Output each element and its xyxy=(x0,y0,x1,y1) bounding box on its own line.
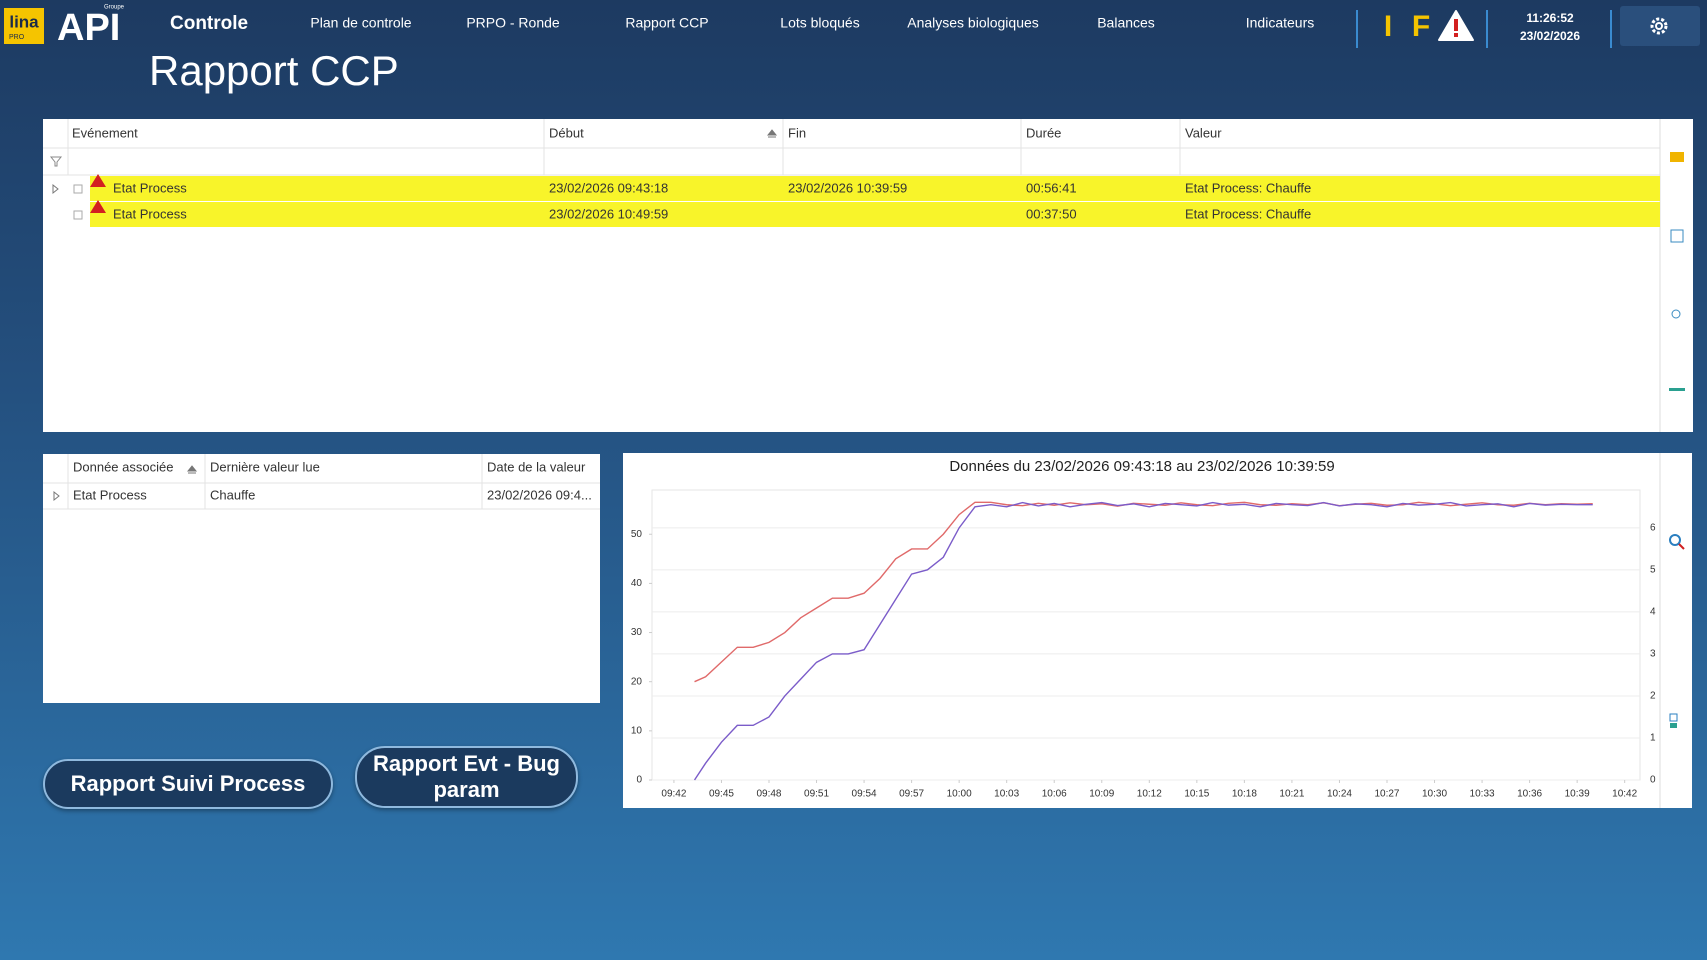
x-tick-label: 10:42 xyxy=(1612,789,1637,800)
x-tick-label: 10:39 xyxy=(1565,789,1590,800)
series-line xyxy=(694,501,1593,683)
cell: Etat Process: Chauffe xyxy=(1185,206,1311,221)
nav-item[interactable]: Rapport CCP xyxy=(625,15,708,31)
alert-icon xyxy=(90,200,106,213)
sort-icon[interactable] xyxy=(186,465,198,474)
logo-sub: PRO xyxy=(9,34,25,41)
x-tick-label: 09:45 xyxy=(709,789,734,800)
y2-tick-label: 4 xyxy=(1650,607,1656,618)
y-tick-label: 30 xyxy=(631,627,643,638)
x-tick-label: 10:24 xyxy=(1327,789,1352,800)
nav-item[interactable]: Plan de controle xyxy=(310,15,411,31)
y-tick-label: 50 xyxy=(631,529,643,540)
cell: Etat Process xyxy=(113,206,187,221)
x-tick-label: 09:54 xyxy=(852,789,877,800)
x-tick-label: 09:51 xyxy=(804,789,829,800)
column-header[interactable]: Début xyxy=(549,125,584,140)
cell: 23/02/2026 10:49:59 xyxy=(549,206,668,221)
filter-icon[interactable] xyxy=(49,156,63,167)
y-tick-label: 10 xyxy=(631,725,643,736)
cell: 23/02/2026 10:39:59 xyxy=(788,180,907,195)
column-header[interactable]: Evénement xyxy=(72,125,138,140)
page-title: Rapport CCP xyxy=(149,47,399,94)
column-header[interactable]: Donnée associée xyxy=(73,459,173,474)
cell: Etat Process xyxy=(113,180,187,195)
report-button[interactable]: Rapport Suivi Process xyxy=(43,759,333,809)
cell: 00:56:41 xyxy=(1026,180,1077,195)
sort-icon[interactable] xyxy=(766,129,778,138)
x-tick-label: 10:27 xyxy=(1374,789,1399,800)
column-header[interactable]: Date de la valeur xyxy=(487,459,586,474)
x-tick-label: 10:21 xyxy=(1279,789,1304,800)
clock-time: 11:26:52 xyxy=(1526,11,1574,25)
y-tick-label: 0 xyxy=(636,775,642,786)
chart-panel xyxy=(623,453,1692,808)
plus-icon[interactable] xyxy=(73,210,83,220)
nav-item[interactable]: Lots bloqués xyxy=(780,15,859,31)
alert-icon xyxy=(90,174,106,187)
nav-item[interactable]: Balances xyxy=(1097,15,1155,31)
y-tick-label: 40 xyxy=(631,578,643,589)
x-tick-label: 09:57 xyxy=(899,789,924,800)
nav-item[interactable]: Indicateurs xyxy=(1246,15,1314,31)
indicator[interactable]: F xyxy=(1412,10,1430,43)
series-line xyxy=(693,501,1593,781)
x-tick-label: 10:30 xyxy=(1422,789,1447,800)
cell: Chauffe xyxy=(210,487,255,502)
x-tick-label: 10:06 xyxy=(1042,789,1067,800)
cell: Etat Process xyxy=(73,487,147,502)
y-tick-label: 20 xyxy=(631,676,643,687)
nav-item[interactable]: PRPO - Ronde xyxy=(466,15,560,31)
x-tick-label: 10:03 xyxy=(994,789,1019,800)
report-button[interactable]: Rapport Evt - Bug param xyxy=(355,746,578,808)
y2-tick-label: 2 xyxy=(1650,691,1656,702)
expand-arrow[interactable] xyxy=(53,490,60,502)
x-tick-label: 10:18 xyxy=(1232,789,1257,800)
x-tick-label: 10:33 xyxy=(1470,789,1495,800)
column-header[interactable]: Fin xyxy=(788,125,806,140)
y2-tick-label: 1 xyxy=(1650,733,1656,744)
column-header[interactable]: Valeur xyxy=(1185,125,1222,140)
x-tick-label: 10:15 xyxy=(1184,789,1209,800)
y2-tick-label: 0 xyxy=(1650,775,1656,786)
warning-icon[interactable] xyxy=(1438,10,1474,41)
logo-box xyxy=(4,8,44,44)
indicator[interactable]: I xyxy=(1384,10,1392,43)
x-tick-label: 09:42 xyxy=(661,789,686,800)
x-tick-label: 10:00 xyxy=(947,789,972,800)
settings-button[interactable] xyxy=(1620,6,1700,46)
cell: 23/02/2026 09:43:18 xyxy=(549,180,668,195)
plus-icon[interactable] xyxy=(73,184,83,194)
toolbar-icons[interactable] xyxy=(1669,152,1685,391)
cell: 23/02/2026 09:4... xyxy=(487,487,592,502)
cell: 00:37:50 xyxy=(1026,206,1077,221)
brand: API xyxy=(57,7,120,49)
y2-tick-label: 5 xyxy=(1650,564,1656,575)
y2-tick-label: 6 xyxy=(1650,522,1656,533)
nav-item[interactable]: Analyses biologiques xyxy=(907,15,1039,31)
column-header[interactable]: Dernière valeur lue xyxy=(210,459,320,474)
y2-tick-label: 3 xyxy=(1650,649,1656,660)
chart-toolbar-icons[interactable] xyxy=(1669,534,1685,728)
logo: lina xyxy=(9,12,39,31)
module[interactable]: Controle xyxy=(170,13,248,34)
data-panel xyxy=(43,454,600,703)
x-tick-label: 09:48 xyxy=(756,789,781,800)
clock-date: 23/02/2026 xyxy=(1520,29,1580,43)
row-highlight xyxy=(90,202,1660,227)
x-tick-label: 10:12 xyxy=(1137,789,1162,800)
column-header[interactable]: Durée xyxy=(1026,125,1061,140)
x-tick-label: 10:09 xyxy=(1089,789,1114,800)
row-highlight xyxy=(90,176,1660,201)
brand-sub: Groupe xyxy=(104,5,125,11)
chart-title: Données du 23/02/2026 09:43:18 au 23/02/… xyxy=(949,458,1334,475)
expand-arrow[interactable] xyxy=(52,183,59,195)
cell: Etat Process: Chauffe xyxy=(1185,180,1311,195)
events-panel xyxy=(43,119,1693,432)
x-tick-label: 10:36 xyxy=(1517,789,1542,800)
